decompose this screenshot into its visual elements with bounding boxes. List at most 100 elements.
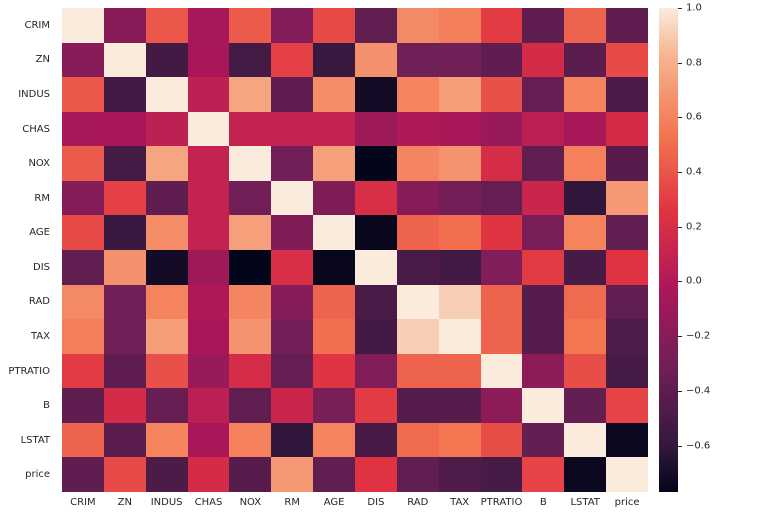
heatmap-cell [438,353,481,389]
heatmap-cell [187,77,230,112]
heatmap-cell [480,77,523,112]
heatmap-cell [522,8,565,43]
heatmap-cell [480,388,523,423]
heatmap-cell [522,284,565,320]
heatmap-cell [229,180,272,216]
heatmap-cell [313,284,355,320]
y-tick-label: price [25,469,50,481]
heatmap-cell [103,42,146,78]
colorbar-tickmark [678,62,682,64]
heatmap-cell [564,77,607,112]
heatmap-cell [564,353,607,389]
heatmap-cell [229,250,272,285]
colorbar-tickmark [678,336,682,338]
heatmap-cell [229,388,272,423]
x-tick-label: CRIM [70,497,96,508]
x-tick-label: B [539,497,547,508]
heatmap-cell [229,457,272,492]
heatmap-cell [438,42,481,78]
heatmap-cell [271,77,314,112]
heatmap-cell [187,388,230,423]
heatmap-cell [187,353,230,389]
x-tick-label: TAX [450,497,470,508]
heatmap-cell [145,215,188,250]
x-tick-label: NOX [239,497,262,508]
heatmap-cell [522,42,565,78]
heatmap-cell [396,284,439,320]
heatmap-cell [564,250,607,285]
heatmap-cell [355,215,397,250]
x-tick-label: PTRATIO [480,497,523,508]
heatmap-cell [480,250,523,285]
heatmap-cell [480,457,523,492]
heatmap-cell [564,215,607,250]
heatmap-cell [62,215,104,250]
heatmap-cell [313,422,355,458]
heatmap-cell [62,180,104,216]
heatmap-cell [606,388,648,423]
y-axis: CRIM ZN INDUS CHAS NOX RM AGE DIS RAD TAX PTRATIO B… [0,8,56,492]
heatmap-cell [271,8,314,43]
heatmap-cell [606,353,648,389]
heatmap-cell [103,111,146,147]
heatmap-cell [355,8,397,43]
heatmap-cell [480,422,523,458]
heatmap-cell [103,319,146,354]
heatmap-cell [62,250,104,285]
heatmap-cell [355,77,397,112]
x-tick-label: LSTAT [570,497,600,508]
heatmap-cell [355,388,397,423]
x-tick-label: ZN [117,497,132,508]
heatmap-cell [355,457,397,492]
heatmap-cell [313,111,355,147]
colorbar-tick-label: −0.2 [686,330,711,342]
heatmap-cell [62,457,104,492]
heatmap-cell [480,353,523,389]
heatmap-cell [229,215,272,250]
heatmap-cell [606,111,648,147]
y-tick-label: TAX [30,330,50,342]
heatmap-cell [313,250,355,285]
heatmap-cell [438,180,481,216]
heatmap-cell [396,422,439,458]
heatmap-cell [396,215,439,250]
heatmap-cell [313,353,355,389]
heatmap-cell [438,215,481,250]
heatmap-cell [480,42,523,78]
heatmap-cell [438,457,481,492]
x-tick-label: RM [284,497,300,508]
heatmap-cell [145,42,188,78]
heatmap-grid [62,8,648,492]
y-tick-label: LSTAT [20,434,50,446]
heatmap-cell [396,250,439,285]
heatmap-cell [522,215,565,250]
heatmap-cell [145,146,188,181]
x-tick-label: price [614,497,640,508]
heatmap-cell [522,319,565,354]
heatmap-cell [396,353,439,389]
heatmap-cell [313,457,355,492]
heatmap-cell [522,250,565,285]
heatmap-cell [564,111,607,147]
heatmap-cell [313,146,355,181]
x-tick-label: INDUS [150,497,183,508]
colorbar-tickmark [678,8,682,9]
y-tick-label: RM [34,192,50,204]
heatmap-cell [438,319,481,354]
colorbar-tick-label: 1.0 [686,2,702,14]
heatmap-cell [229,319,272,354]
heatmap-cell [438,146,481,181]
heatmap-cell [187,146,230,181]
heatmap-cell [396,146,439,181]
heatmap-cell [438,388,481,423]
heatmap-cell [396,111,439,147]
heatmap-cell [229,111,272,147]
heatmap-cell [564,42,607,78]
heatmap-cell [522,111,565,147]
heatmap-cell [187,215,230,250]
heatmap-cell [355,146,397,181]
heatmap-cell [355,353,397,389]
heatmap-cell [355,180,397,216]
heatmap-cell [606,284,648,320]
